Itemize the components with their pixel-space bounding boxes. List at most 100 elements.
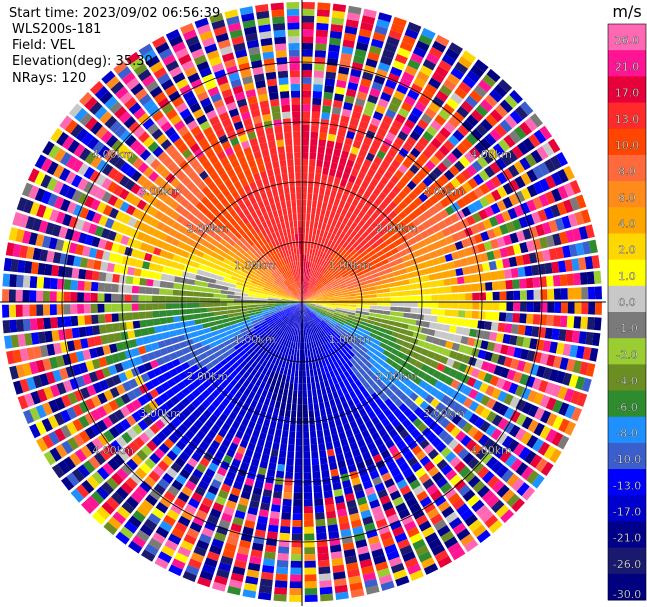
- range-gate: [270, 312, 278, 316]
- range-gate: [309, 334, 313, 342]
- range-gate: [361, 114, 372, 124]
- range-gate: [375, 313, 383, 319]
- range-gate: [298, 296, 302, 302]
- range-gate: [136, 187, 147, 198]
- range-gate: [340, 208, 348, 217]
- range-gate: [269, 322, 276, 328]
- range-gate: [172, 296, 180, 302]
- range-gate: [364, 435, 374, 445]
- range-gate: [443, 278, 451, 286]
- range-gate: [302, 2, 315, 10]
- range-gate: [315, 304, 322, 308]
- range-gate: [34, 171, 46, 186]
- range-gate: [445, 422, 456, 433]
- range-gate: [307, 294, 314, 299]
- range-gate: [283, 272, 289, 280]
- range-gate: [308, 313, 313, 321]
- range-gate: [121, 71, 136, 85]
- range-gate: [190, 267, 198, 274]
- range-gate: [233, 205, 242, 214]
- range-gate: [338, 410, 346, 419]
- range-gate: [302, 302, 308, 306]
- range-gate: [457, 448, 470, 460]
- range-gate: [288, 303, 296, 307]
- range-gate: [545, 234, 555, 248]
- range-gate: [228, 347, 236, 355]
- range-gate: [340, 249, 348, 256]
- range-gate: [412, 485, 425, 496]
- range-gate: [113, 198, 124, 210]
- range-gate: [371, 140, 381, 150]
- range-gate: [302, 342, 305, 350]
- range-gate: [448, 350, 458, 360]
- range-gate: [506, 369, 516, 381]
- range-gate: [317, 152, 325, 161]
- range-gate: [153, 465, 165, 477]
- range-gate: [474, 404, 485, 416]
- range-gate: [240, 461, 250, 471]
- range-gate: [164, 126, 177, 138]
- range-gate: [522, 137, 535, 152]
- range-gate: [445, 235, 455, 245]
- range-gate: [304, 553, 316, 562]
- range-gate: [363, 107, 374, 117]
- range-gate: [332, 337, 339, 345]
- range-gate: [29, 276, 38, 289]
- range-gate: [318, 194, 324, 202]
- range-gate: [404, 302, 412, 307]
- range-gate: [230, 323, 239, 329]
- range-gate: [413, 376, 423, 386]
- range-gate: [422, 176, 433, 187]
- range-gate: [185, 137, 197, 148]
- range-gate: [183, 265, 192, 272]
- range-gate: [403, 290, 411, 296]
- range-gate: [162, 242, 171, 251]
- range-gate: [303, 499, 313, 507]
- range-gate: [517, 324, 526, 336]
- range-gate: [324, 262, 330, 269]
- range-gate: [523, 362, 533, 374]
- range-gate: [403, 434, 414, 445]
- range-gate: [295, 299, 302, 302]
- range-gate: [275, 573, 288, 582]
- range-gate: [355, 539, 368, 549]
- range-gate: [367, 261, 375, 268]
- range-gate: [383, 408, 393, 417]
- range-gate: [441, 157, 453, 169]
- range-gate: [151, 128, 164, 140]
- range-gate: [333, 176, 341, 185]
- range-gate: [382, 501, 394, 512]
- range-gate: [91, 491, 105, 505]
- range-gate: [411, 351, 421, 360]
- range-gate: [536, 146, 549, 160]
- range-gate: [424, 383, 434, 393]
- range-gate: [294, 282, 298, 290]
- range-gate: [296, 289, 300, 296]
- range-gate: [454, 240, 464, 250]
- range-gate: [181, 218, 191, 228]
- range-gate: [66, 421, 78, 435]
- range-gate: [550, 204, 561, 218]
- range-gate: [314, 317, 320, 324]
- range-gate: [421, 427, 433, 438]
- range-gate: [511, 324, 519, 335]
- range-gate: [324, 238, 330, 246]
- range-gate: [118, 111, 132, 124]
- range-gate: [296, 302, 302, 307]
- range-gate: [146, 226, 156, 236]
- range-gate: [239, 360, 248, 368]
- range-gate: [394, 113, 406, 124]
- range-gate: [436, 363, 446, 372]
- range-gate: [65, 186, 77, 200]
- range-gate: [316, 388, 322, 397]
- range-gate: [233, 268, 241, 275]
- range-gate: [296, 322, 299, 329]
- range-gate: [404, 119, 416, 130]
- range-gate: [155, 333, 164, 341]
- range-gate: [184, 503, 197, 515]
- range-gate: [281, 300, 289, 302]
- range-gate: [398, 403, 409, 413]
- range-gate: [364, 578, 378, 589]
- range-gate: [161, 103, 174, 115]
- range-gate: [178, 225, 187, 234]
